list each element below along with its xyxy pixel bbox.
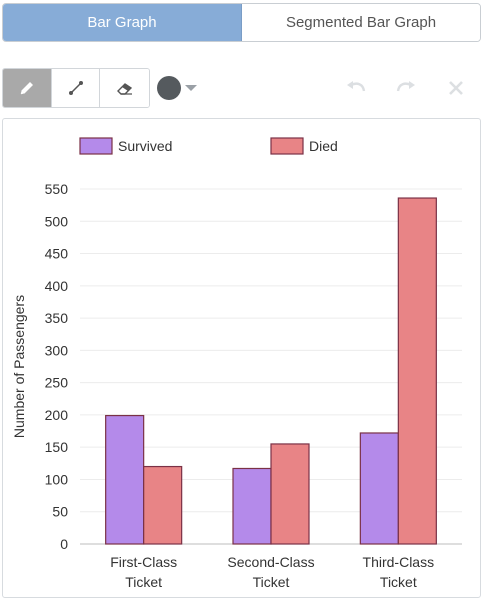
x-tick-label: First-Class (110, 554, 177, 570)
chevron-down-icon (185, 85, 197, 91)
y-tick-label: 300 (45, 342, 69, 358)
drawing-toolbar (2, 68, 481, 108)
tab-segmented-bar-graph[interactable]: Segmented Bar Graph (242, 4, 480, 41)
y-tick-label: 400 (45, 278, 69, 294)
y-tick-label: 550 (45, 181, 69, 197)
x-tick-label: Ticket (253, 574, 290, 590)
y-tick-label: 200 (45, 407, 69, 423)
y-tick-label: 0 (60, 536, 68, 552)
legend-label-died: Died (309, 138, 338, 154)
line-tool-icon (68, 81, 83, 95)
tab-bar-graph[interactable]: Bar Graph (3, 4, 242, 41)
x-tick-label: Ticket (380, 574, 417, 590)
bar-survived (105, 414, 145, 545)
pencil-icon (20, 82, 33, 95)
clear-button[interactable] (442, 74, 470, 102)
pencil-tool-button[interactable] (3, 69, 52, 107)
bar-survived (232, 467, 272, 545)
eraser-tool-button[interactable] (100, 69, 149, 107)
redo-button[interactable] (392, 74, 420, 102)
x-tick-label: Ticket (125, 574, 162, 590)
graph-type-tabs: Bar Graph Segmented Bar Graph (2, 3, 481, 42)
redo-icon (396, 81, 415, 92)
y-tick-label: 350 (45, 310, 69, 326)
y-tick-label: 450 (45, 246, 69, 262)
bar-chart: 0 50 100 150 200 250 300 350 400 450 500 550 Number … (11, 137, 462, 590)
clear-icon (449, 81, 463, 95)
pen-color-swatch (157, 76, 181, 100)
x-tick-label: Third-Class (363, 554, 435, 570)
undo-button[interactable] (342, 74, 370, 102)
bar-died (143, 465, 183, 545)
y-tick-label: 500 (45, 213, 69, 229)
y-axis-label: Number of Passengers (11, 295, 27, 438)
legend-swatch-survived (79, 137, 113, 155)
eraser-icon (116, 83, 132, 95)
pen-color-picker[interactable] (157, 74, 199, 102)
undo-icon (347, 81, 366, 92)
y-tick-label: 50 (52, 504, 68, 520)
bar-died (397, 197, 437, 545)
line-tool-button[interactable] (51, 69, 101, 107)
y-tick-label: 250 (45, 375, 69, 391)
legend-label-survived: Survived (118, 138, 172, 154)
chart-panel: 0 50 100 150 200 250 300 350 400 450 500 550 Number … (2, 118, 481, 598)
bar-survived (359, 432, 399, 545)
y-tick-label: 100 (45, 471, 69, 487)
x-tick-label: Second-Class (227, 554, 314, 570)
drawing-tool-group (2, 68, 150, 108)
legend-swatch-died (270, 137, 304, 155)
bar-died (270, 443, 310, 545)
y-tick-label: 150 (45, 439, 69, 455)
